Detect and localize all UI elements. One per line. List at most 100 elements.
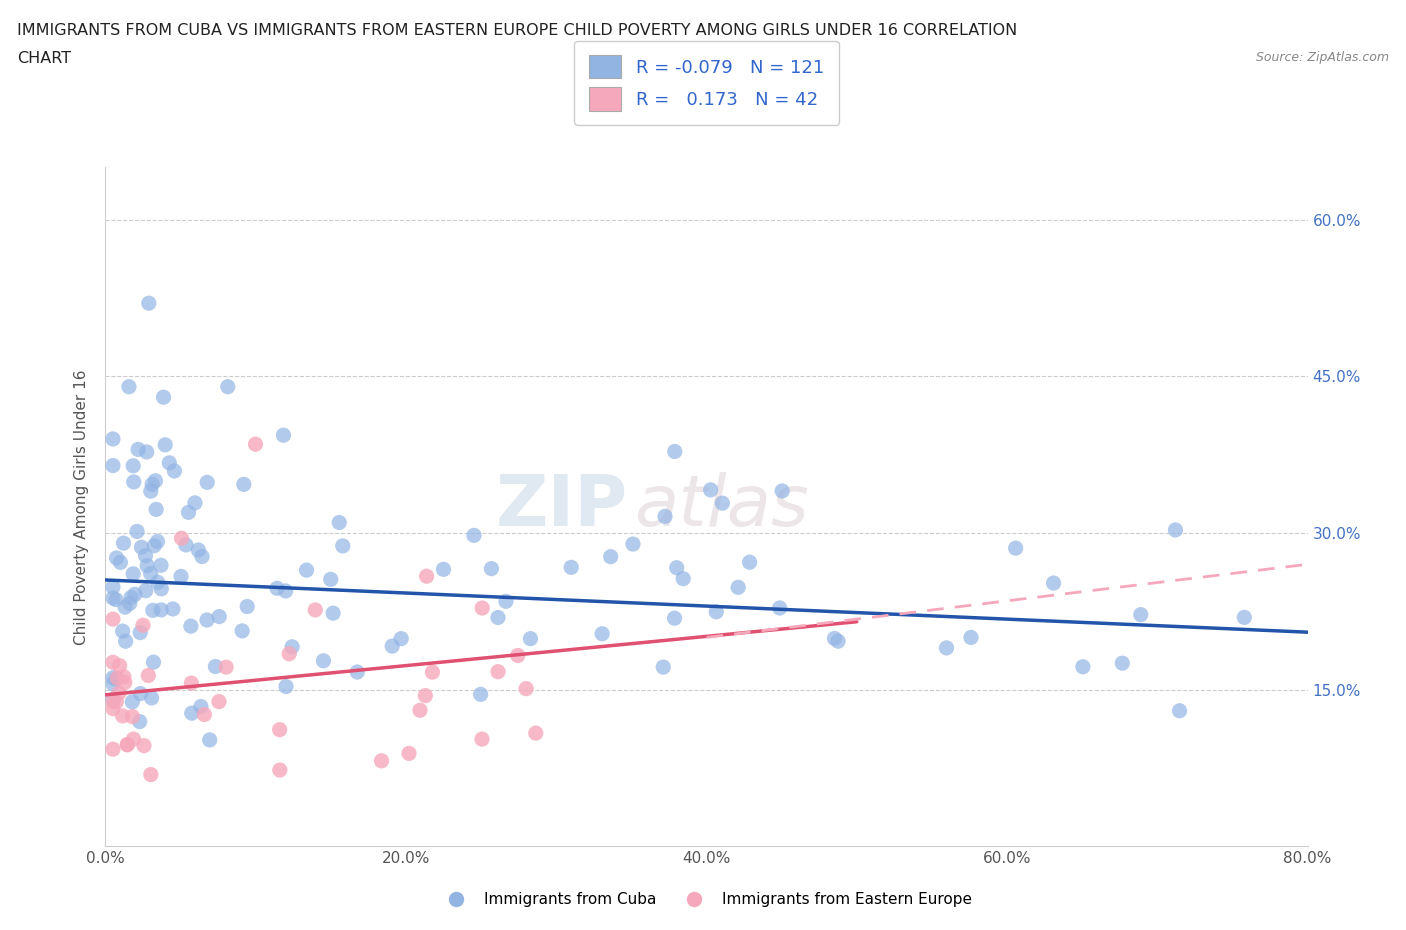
Point (142, 655, 165, 670)
Point (117, 737, 139, 752)
Point (398, 746, 420, 761)
Point (215, 659, 238, 674)
Y-axis label: Child Poverty Among Girls Under 16: Child Poverty Among Girls Under 16 (75, 369, 90, 644)
Point (422, 665, 444, 680)
Point (114, 634, 136, 649)
Point (652, 659, 675, 674)
Point (111, 624, 134, 639)
Point (1168, 703, 1191, 718)
Point (824, 631, 846, 645)
Point (1164, 523, 1187, 538)
Point (524, 725, 547, 740)
Point (312, 654, 335, 669)
Point (105, 671, 128, 685)
Point (131, 539, 153, 554)
Point (118, 379, 141, 394)
Point (711, 496, 734, 511)
Point (135, 445, 157, 459)
Point (174, 538, 197, 552)
Point (105, 695, 128, 710)
Point (153, 437, 176, 452)
Point (269, 723, 291, 737)
Point (142, 603, 165, 618)
Point (208, 694, 231, 709)
Point (129, 686, 152, 701)
Point (599, 550, 621, 565)
Point (184, 496, 207, 511)
Point (486, 664, 509, 679)
Point (129, 625, 152, 640)
Point (415, 569, 437, 584)
Point (170, 531, 193, 546)
Point (266, 581, 288, 596)
Point (232, 477, 254, 492)
Point (101, 591, 124, 605)
Point (101, 579, 124, 594)
Point (471, 601, 494, 616)
Point (432, 562, 454, 577)
Point (346, 665, 368, 680)
Point (111, 709, 134, 724)
Point (204, 659, 226, 674)
Point (665, 560, 688, 575)
Text: CHART: CHART (17, 51, 70, 66)
Point (138, 296, 160, 311)
Point (389, 631, 412, 646)
Point (150, 581, 173, 596)
Point (136, 668, 159, 683)
Point (150, 558, 173, 573)
Point (506, 648, 529, 663)
Point (101, 701, 124, 716)
Point (470, 687, 492, 702)
Point (515, 681, 537, 696)
Point (143, 538, 166, 553)
Point (101, 692, 124, 707)
Point (274, 583, 297, 598)
Point (117, 737, 139, 751)
Point (198, 733, 221, 748)
Point (664, 611, 686, 626)
Point (621, 537, 644, 551)
Point (274, 679, 297, 694)
Point (672, 571, 695, 586)
Point (463, 528, 485, 543)
Point (295, 563, 318, 578)
Point (132, 738, 155, 753)
Point (180, 676, 202, 691)
Point (101, 742, 124, 757)
Point (654, 509, 676, 524)
Point (319, 572, 342, 587)
Point (1042, 576, 1064, 591)
Point (146, 575, 169, 590)
Text: ZIP: ZIP (496, 472, 628, 541)
Point (481, 561, 503, 576)
Point (1004, 540, 1026, 555)
Point (370, 753, 392, 768)
Point (101, 694, 124, 709)
Text: IMMIGRANTS FROM CUBA VS IMMIGRANTS FROM EASTERN EUROPE CHILD POVERTY AMONG GIRLS: IMMIGRANTS FROM CUBA VS IMMIGRANTS FROM … (17, 23, 1017, 38)
Point (281, 640, 304, 655)
Point (122, 732, 145, 747)
Point (108, 658, 131, 673)
Point (519, 631, 541, 646)
Point (124, 587, 146, 602)
Point (827, 633, 849, 648)
Point (560, 560, 582, 575)
Point (101, 432, 124, 446)
Point (145, 502, 167, 517)
Point (328, 515, 350, 530)
Point (770, 484, 793, 498)
Point (132, 618, 155, 632)
Point (122, 474, 145, 489)
Point (139, 767, 162, 782)
Point (191, 549, 214, 564)
Point (332, 538, 354, 553)
Point (105, 592, 128, 607)
Point (101, 655, 124, 670)
Point (381, 639, 404, 654)
Point (101, 458, 124, 473)
Point (471, 732, 494, 747)
Point (180, 706, 202, 721)
Point (108, 685, 131, 700)
Point (121, 695, 143, 710)
